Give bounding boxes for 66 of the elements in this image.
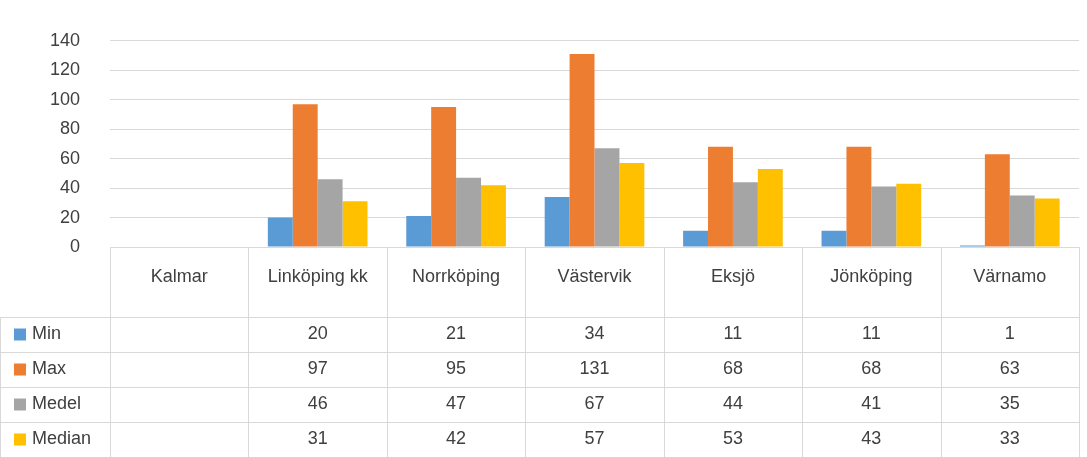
data-label: 95 [446, 358, 467, 379]
data-label: 68 [861, 358, 882, 379]
x-tick-label: Eksjö [710, 265, 755, 286]
bar [267, 217, 293, 247]
legend-label: Medel [32, 393, 82, 414]
data-label: 34 [584, 323, 605, 344]
bar [342, 201, 368, 247]
x-tick-label: Linköping kk [267, 265, 369, 286]
data-label: 67 [584, 393, 605, 414]
data-label: 35 [999, 393, 1020, 414]
bar [708, 146, 733, 247]
data-label: 46 [307, 393, 328, 414]
y-tick-label: 140 [49, 29, 81, 50]
data-label: 1 [1004, 323, 1015, 344]
legend-label: Median [32, 428, 92, 449]
y-tick-label: 40 [60, 177, 81, 198]
data-label: 11 [862, 323, 881, 344]
bar [871, 186, 897, 247]
x-tick-label: Jönköping [830, 265, 913, 286]
bar [984, 154, 1010, 247]
data-label: 20 [307, 323, 328, 344]
data-label: 47 [446, 393, 467, 414]
bar [896, 183, 922, 247]
y-tick-label: 60 [60, 147, 81, 168]
bar [619, 163, 645, 247]
x-tick-label: Värnamo [973, 265, 1047, 286]
bar [683, 230, 709, 247]
data-label: 31 [307, 428, 328, 449]
data-label: 68 [722, 358, 743, 379]
data-label: 42 [446, 428, 467, 449]
bar [481, 185, 506, 247]
x-tick-label: Norrköping [412, 265, 501, 286]
bar [594, 148, 620, 247]
data-label: 131 [579, 358, 610, 379]
bar [544, 196, 570, 247]
bar [1034, 198, 1060, 247]
bar [732, 182, 758, 247]
y-tick-label: 20 [60, 206, 81, 227]
bar [846, 146, 872, 247]
data-label: 44 [722, 393, 743, 414]
bar [1009, 195, 1035, 247]
y-tick-label: 80 [60, 118, 81, 139]
data-label: 57 [584, 428, 605, 449]
data-label: 33 [999, 428, 1020, 449]
data-label: 21 [446, 323, 467, 344]
data-label: 63 [999, 358, 1020, 379]
x-tick-label: Kalmar [150, 265, 208, 286]
x-tick-label: Västervik [557, 265, 633, 286]
y-tick-label: 100 [49, 88, 81, 109]
y-tick-label: 120 [49, 59, 81, 80]
bar [456, 177, 482, 247]
data-label: 97 [307, 358, 328, 379]
data-label: 43 [861, 428, 882, 449]
legend-label: Min [32, 323, 62, 344]
legend-label: Max [32, 358, 67, 379]
bar [569, 54, 595, 247]
bar [757, 168, 783, 247]
data-label: 41 [861, 393, 882, 414]
bar [317, 179, 343, 247]
bar [431, 107, 457, 247]
bar [406, 216, 432, 247]
bar [821, 230, 847, 247]
bar [292, 104, 318, 247]
y-tick-label: 0 [70, 235, 81, 256]
data-label: 11 [723, 323, 743, 344]
data-label: 53 [722, 428, 743, 449]
